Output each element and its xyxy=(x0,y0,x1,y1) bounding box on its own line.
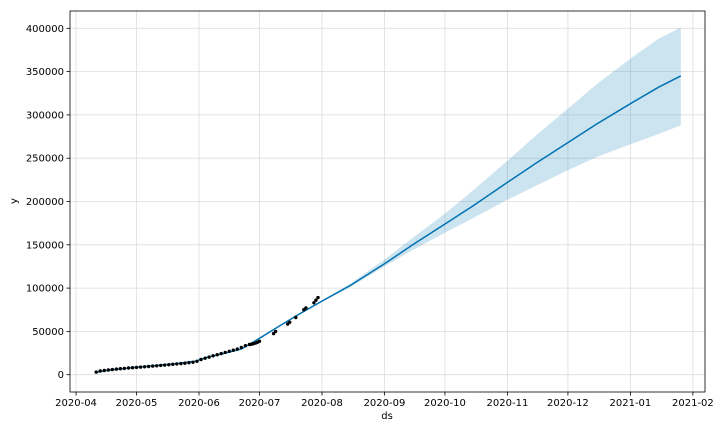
x-tick-label: 2021-02 xyxy=(672,398,714,409)
observed-point xyxy=(138,365,143,369)
y-tick-label: 100000 xyxy=(26,284,64,295)
y-tick-label: 250000 xyxy=(26,154,64,165)
observed-point xyxy=(134,365,139,370)
observed-point xyxy=(215,353,219,357)
observed-point xyxy=(227,349,231,353)
observed-point xyxy=(122,366,127,371)
observed-point xyxy=(257,339,262,343)
forecast-line xyxy=(96,75,682,373)
observed-point xyxy=(243,344,248,348)
observed-point xyxy=(179,361,183,366)
observed-point xyxy=(167,363,171,367)
observed-point xyxy=(163,363,167,367)
observed-point xyxy=(130,366,135,370)
observed-point xyxy=(175,362,179,366)
observed-point xyxy=(98,369,102,373)
observed-point xyxy=(126,366,131,370)
observed-point xyxy=(199,357,203,362)
observed-point xyxy=(312,301,316,305)
y-tick-label: 0 xyxy=(58,370,64,381)
y-tick-label: 50000 xyxy=(32,327,64,338)
observed-point xyxy=(191,360,195,364)
observed-point xyxy=(239,345,243,350)
x-tick-label: 2020-11 xyxy=(487,398,529,409)
observed-point xyxy=(273,329,278,334)
y-tick-label: 200000 xyxy=(26,197,64,208)
observed-point xyxy=(207,355,211,359)
grid xyxy=(70,11,705,392)
x-axis: 2020-04 2020-05 2020-06 2020-07 2020-08 2020-… xyxy=(55,392,714,409)
uncertainty-interval xyxy=(96,27,681,373)
observed-point xyxy=(304,306,308,310)
observed-point xyxy=(223,350,227,355)
observed-point xyxy=(211,354,215,358)
observed-point xyxy=(231,348,235,352)
observed-points xyxy=(94,295,320,374)
x-tick-label: 2020-04 xyxy=(55,398,97,409)
x-tick-label: 2020-12 xyxy=(547,398,589,409)
y-tick-label: 350000 xyxy=(26,67,64,78)
observed-point xyxy=(106,368,111,372)
observed-point xyxy=(118,367,123,371)
observed-point xyxy=(187,361,191,365)
observed-point xyxy=(114,367,119,371)
observed-point xyxy=(183,361,187,365)
y-tick-label: 400000 xyxy=(26,24,64,35)
x-tick-label: 2020-06 xyxy=(178,398,220,409)
observed-point xyxy=(314,298,318,302)
observed-point xyxy=(288,320,292,324)
observed-point xyxy=(151,364,155,368)
observed-point xyxy=(219,351,223,356)
observed-point xyxy=(294,315,298,320)
uncertainty-band xyxy=(96,27,681,373)
observed-point xyxy=(203,356,207,360)
observed-point xyxy=(94,370,98,374)
x-tick-label: 2020-10 xyxy=(424,398,466,409)
observed-point xyxy=(171,362,175,366)
x-axis-label: ds xyxy=(381,411,393,422)
y-tick-label: 150000 xyxy=(26,240,64,251)
observed-point xyxy=(146,364,151,369)
observed-point xyxy=(271,331,276,336)
forecast-line-group xyxy=(96,75,682,373)
x-tick-label: 2020-08 xyxy=(301,398,343,409)
observed-point xyxy=(316,295,320,300)
y-axis-label: y xyxy=(9,198,20,204)
y-tick-label: 300000 xyxy=(26,110,64,121)
y-axis: 0 50000 100000 150000 200000 250000 300000 3500… xyxy=(26,24,70,381)
observed-point xyxy=(155,364,159,368)
observed-point xyxy=(159,363,163,368)
x-tick-label: 2020-05 xyxy=(116,398,158,409)
x-tick-label: 2021-01 xyxy=(610,398,652,409)
observed-point xyxy=(142,365,147,369)
observed-point xyxy=(195,359,199,363)
x-tick-label: 2020-09 xyxy=(364,398,406,409)
observed-point xyxy=(235,347,239,351)
observed-point xyxy=(110,367,115,372)
observed-point xyxy=(102,368,107,373)
x-tick-label: 2020-07 xyxy=(239,398,281,409)
